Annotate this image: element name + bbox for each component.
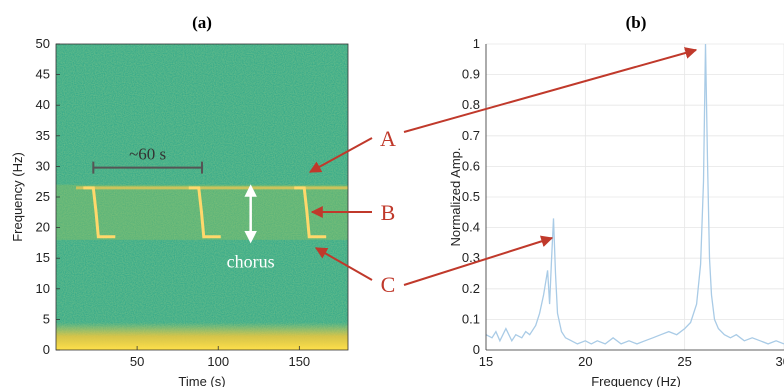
chirp-trace (294, 186, 327, 239)
panel-a-y-tick-label: 0 (43, 342, 50, 357)
panel-a-y-label: Frequency (Hz) (10, 152, 25, 242)
panel-a-y-tick-label: 15 (36, 250, 50, 265)
panel-a-y-ticks: 0 5 10 15 20 25 30 35 40 45 50 (36, 36, 60, 357)
panel-a-y-tick-label: 10 (36, 281, 50, 296)
panel-b-x-ticks: 15 20 25 30 (479, 354, 784, 369)
arrow-c-to-spectrogram (314, 247, 373, 281)
panel-a-y-tick-label: 30 (36, 158, 50, 173)
arrow-c-to-spectrum (403, 235, 554, 286)
panel-b-y-tick-label: 0.7 (462, 128, 480, 143)
panel-b-grid (485, 43, 784, 351)
panel-b-y-tick-label: 0.9 (462, 67, 480, 82)
callout-c-label: C (381, 272, 396, 297)
panel-b-x-tick-label: 20 (578, 354, 592, 369)
chirp-trace (188, 186, 221, 239)
panel-a-y-tick-label: 50 (36, 36, 50, 51)
chorus-label: chorus (227, 251, 275, 271)
panel-b-y-label: Normalized Amp. (448, 148, 463, 247)
panel-a-y-tick-label: 40 (36, 97, 50, 112)
panel-a-y-tick-label: 20 (36, 220, 50, 235)
chirp-group (76, 186, 348, 239)
panel-b-x-tick-label: 25 (677, 354, 691, 369)
panel-b-y-tick-label: 0.1 (462, 311, 480, 326)
spectrogram-noise (56, 44, 348, 350)
panel-a-y-tick-label: 45 (36, 67, 50, 82)
spectrogram (56, 44, 348, 350)
low-frequency-noise-band (56, 322, 348, 350)
callout-arrows (308, 47, 698, 286)
panel-b-y-ticks: 00.10.20.30.40.50.60.70.80.91 (462, 36, 480, 357)
panel-a-x-label: Time (s) (178, 374, 225, 387)
callout-b-label: B (381, 200, 396, 225)
chirp-trace (83, 186, 116, 239)
period-label: ~60 s (129, 145, 166, 164)
arrow-a-to-spectrum (403, 47, 698, 133)
panel-b-y-tick-label: 0.4 (462, 220, 480, 235)
panel-b-y-tick-label: 0.8 (462, 97, 480, 112)
panel-a-x-ticks: 50 100 150 (130, 346, 310, 369)
panel-b-x-label: Frequency (Hz) (591, 374, 681, 387)
panel-a-x-tick-label: 50 (130, 354, 144, 369)
panel-b-y-tick-label: 0.2 (462, 281, 480, 296)
arrow-a-to-spectrogram (308, 137, 373, 173)
panel-b-y-tick-label: 1 (473, 36, 480, 51)
panel-b-title: (b) (626, 13, 647, 32)
panel-a-y-tick-label: 5 (43, 311, 50, 326)
panel-a-y-tick-label: 25 (36, 189, 50, 204)
period-annotation: ~60 s (92, 145, 203, 174)
spectrum-series-line (485, 43, 784, 345)
panel-b-y-tick-label: 0.6 (462, 158, 480, 173)
panel-b-x-tick-label: 30 (776, 354, 784, 369)
panel-a-title: (a) (192, 13, 212, 32)
panel-b-x-tick-label: 15 (479, 354, 493, 369)
panel-b-y-tick-label: 0.5 (462, 189, 480, 204)
panel-a-x-tick-label: 150 (288, 354, 310, 369)
panel-a-y-tick-label: 35 (36, 128, 50, 143)
panel-b-y-tick-label: 0 (473, 342, 480, 357)
callout-a-label: A (380, 126, 396, 151)
panel-a-x-tick-label: 100 (207, 354, 229, 369)
